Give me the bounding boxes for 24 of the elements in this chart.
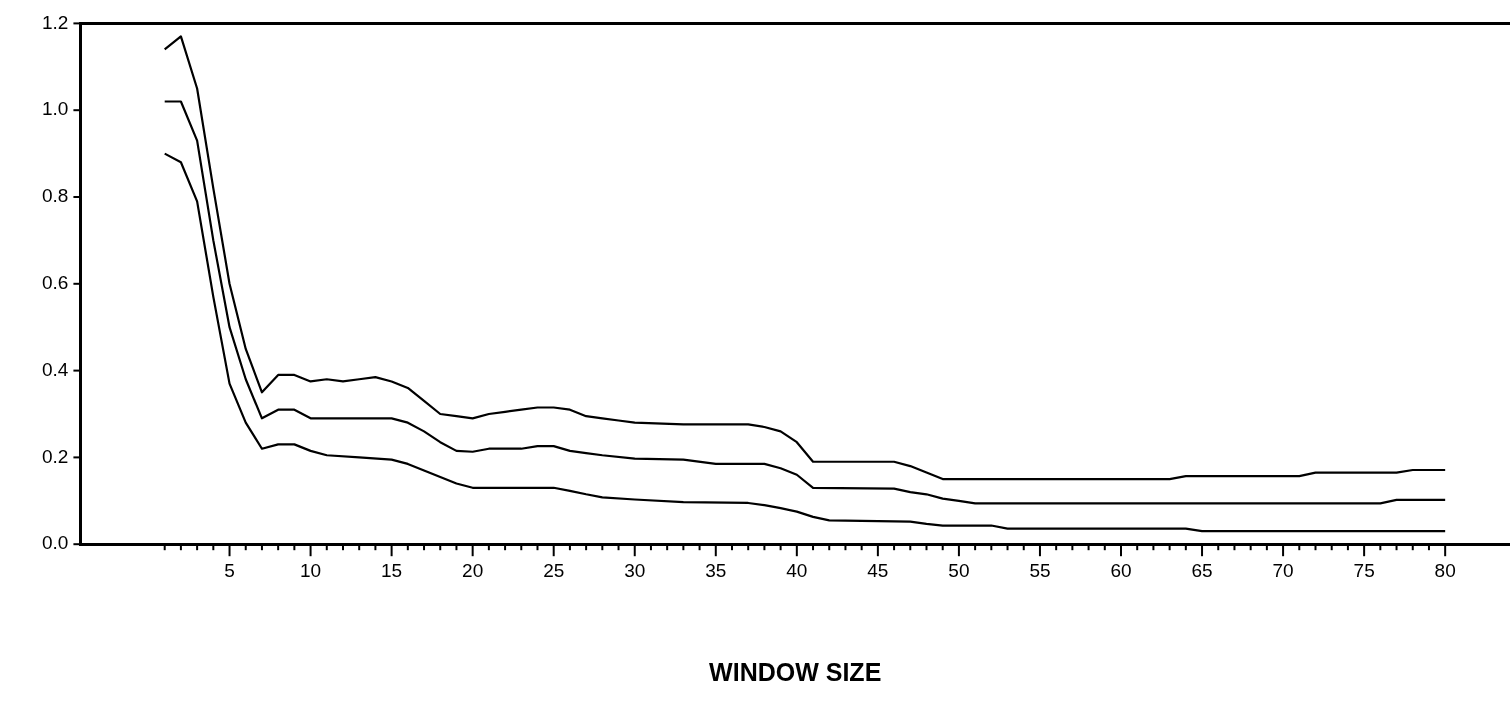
x-tick-label: 10 [300,559,322,581]
x-tick-label: 5 [224,559,235,581]
x-tick-label: 30 [624,559,646,581]
y-tick-label: 1.2 [41,11,69,33]
x-tick-label: 55 [1029,559,1051,581]
x-tick-label: 50 [948,559,970,581]
y-tick-label: 0.8 [41,185,69,207]
y-tick-label: 1.0 [41,98,69,120]
x-tick-label: 35 [705,559,727,581]
y-tick-label: 0.4 [41,358,69,380]
y-tick-label: 0.2 [41,445,69,467]
x-tick-label: 15 [381,559,403,581]
x-tick-label: 60 [1110,559,1132,581]
x-tick-label: 20 [462,559,484,581]
x-tick-label: 45 [867,559,889,581]
x-tick-label: 25 [543,559,565,581]
x-tick-label: 80 [1434,559,1456,581]
x-axis-title: WINDOW SIZE [709,657,882,686]
x-tick-label: 40 [786,559,808,581]
y-tick-label: 0.0 [41,532,69,554]
x-tick-label: 70 [1272,559,1294,581]
y-tick-label: 0.6 [41,272,69,294]
x-tick-label: 65 [1191,559,1213,581]
x-tick-label: 75 [1353,559,1375,581]
